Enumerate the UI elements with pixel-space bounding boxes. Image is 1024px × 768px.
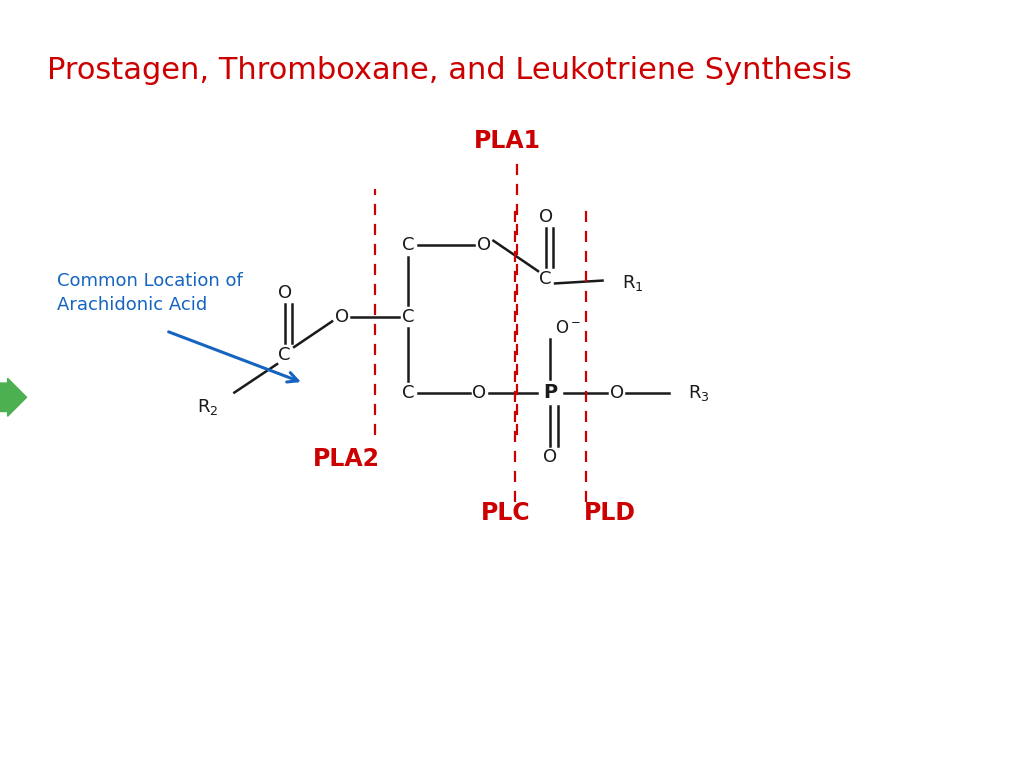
Text: P: P (544, 383, 557, 402)
Text: R$_3$: R$_3$ (688, 382, 710, 402)
Text: PLD: PLD (584, 501, 636, 525)
Text: PLC: PLC (481, 501, 530, 525)
FancyArrow shape (0, 379, 27, 416)
Text: O: O (539, 208, 553, 226)
Text: Common Location of
Arachidonic Acid: Common Location of Arachidonic Acid (57, 272, 243, 313)
Text: O: O (472, 383, 486, 402)
Text: R$_2$: R$_2$ (197, 397, 218, 417)
Text: R$_1$: R$_1$ (622, 273, 643, 293)
Text: C: C (540, 270, 552, 288)
Text: O: O (544, 448, 557, 466)
Text: C: C (401, 383, 415, 402)
Text: O: O (335, 308, 348, 326)
Text: PLA2: PLA2 (313, 447, 380, 471)
Text: C: C (279, 346, 291, 363)
Text: Prostagen, Thromboxane, and Leukotriene Synthesis: Prostagen, Thromboxane, and Leukotriene … (47, 56, 852, 84)
Text: O: O (609, 383, 624, 402)
Text: O: O (278, 284, 292, 302)
Text: C: C (401, 308, 415, 326)
Text: PLA1: PLA1 (474, 129, 541, 153)
Text: O: O (477, 237, 490, 254)
Text: C: C (401, 237, 415, 254)
Text: O$^-$: O$^-$ (555, 319, 582, 337)
